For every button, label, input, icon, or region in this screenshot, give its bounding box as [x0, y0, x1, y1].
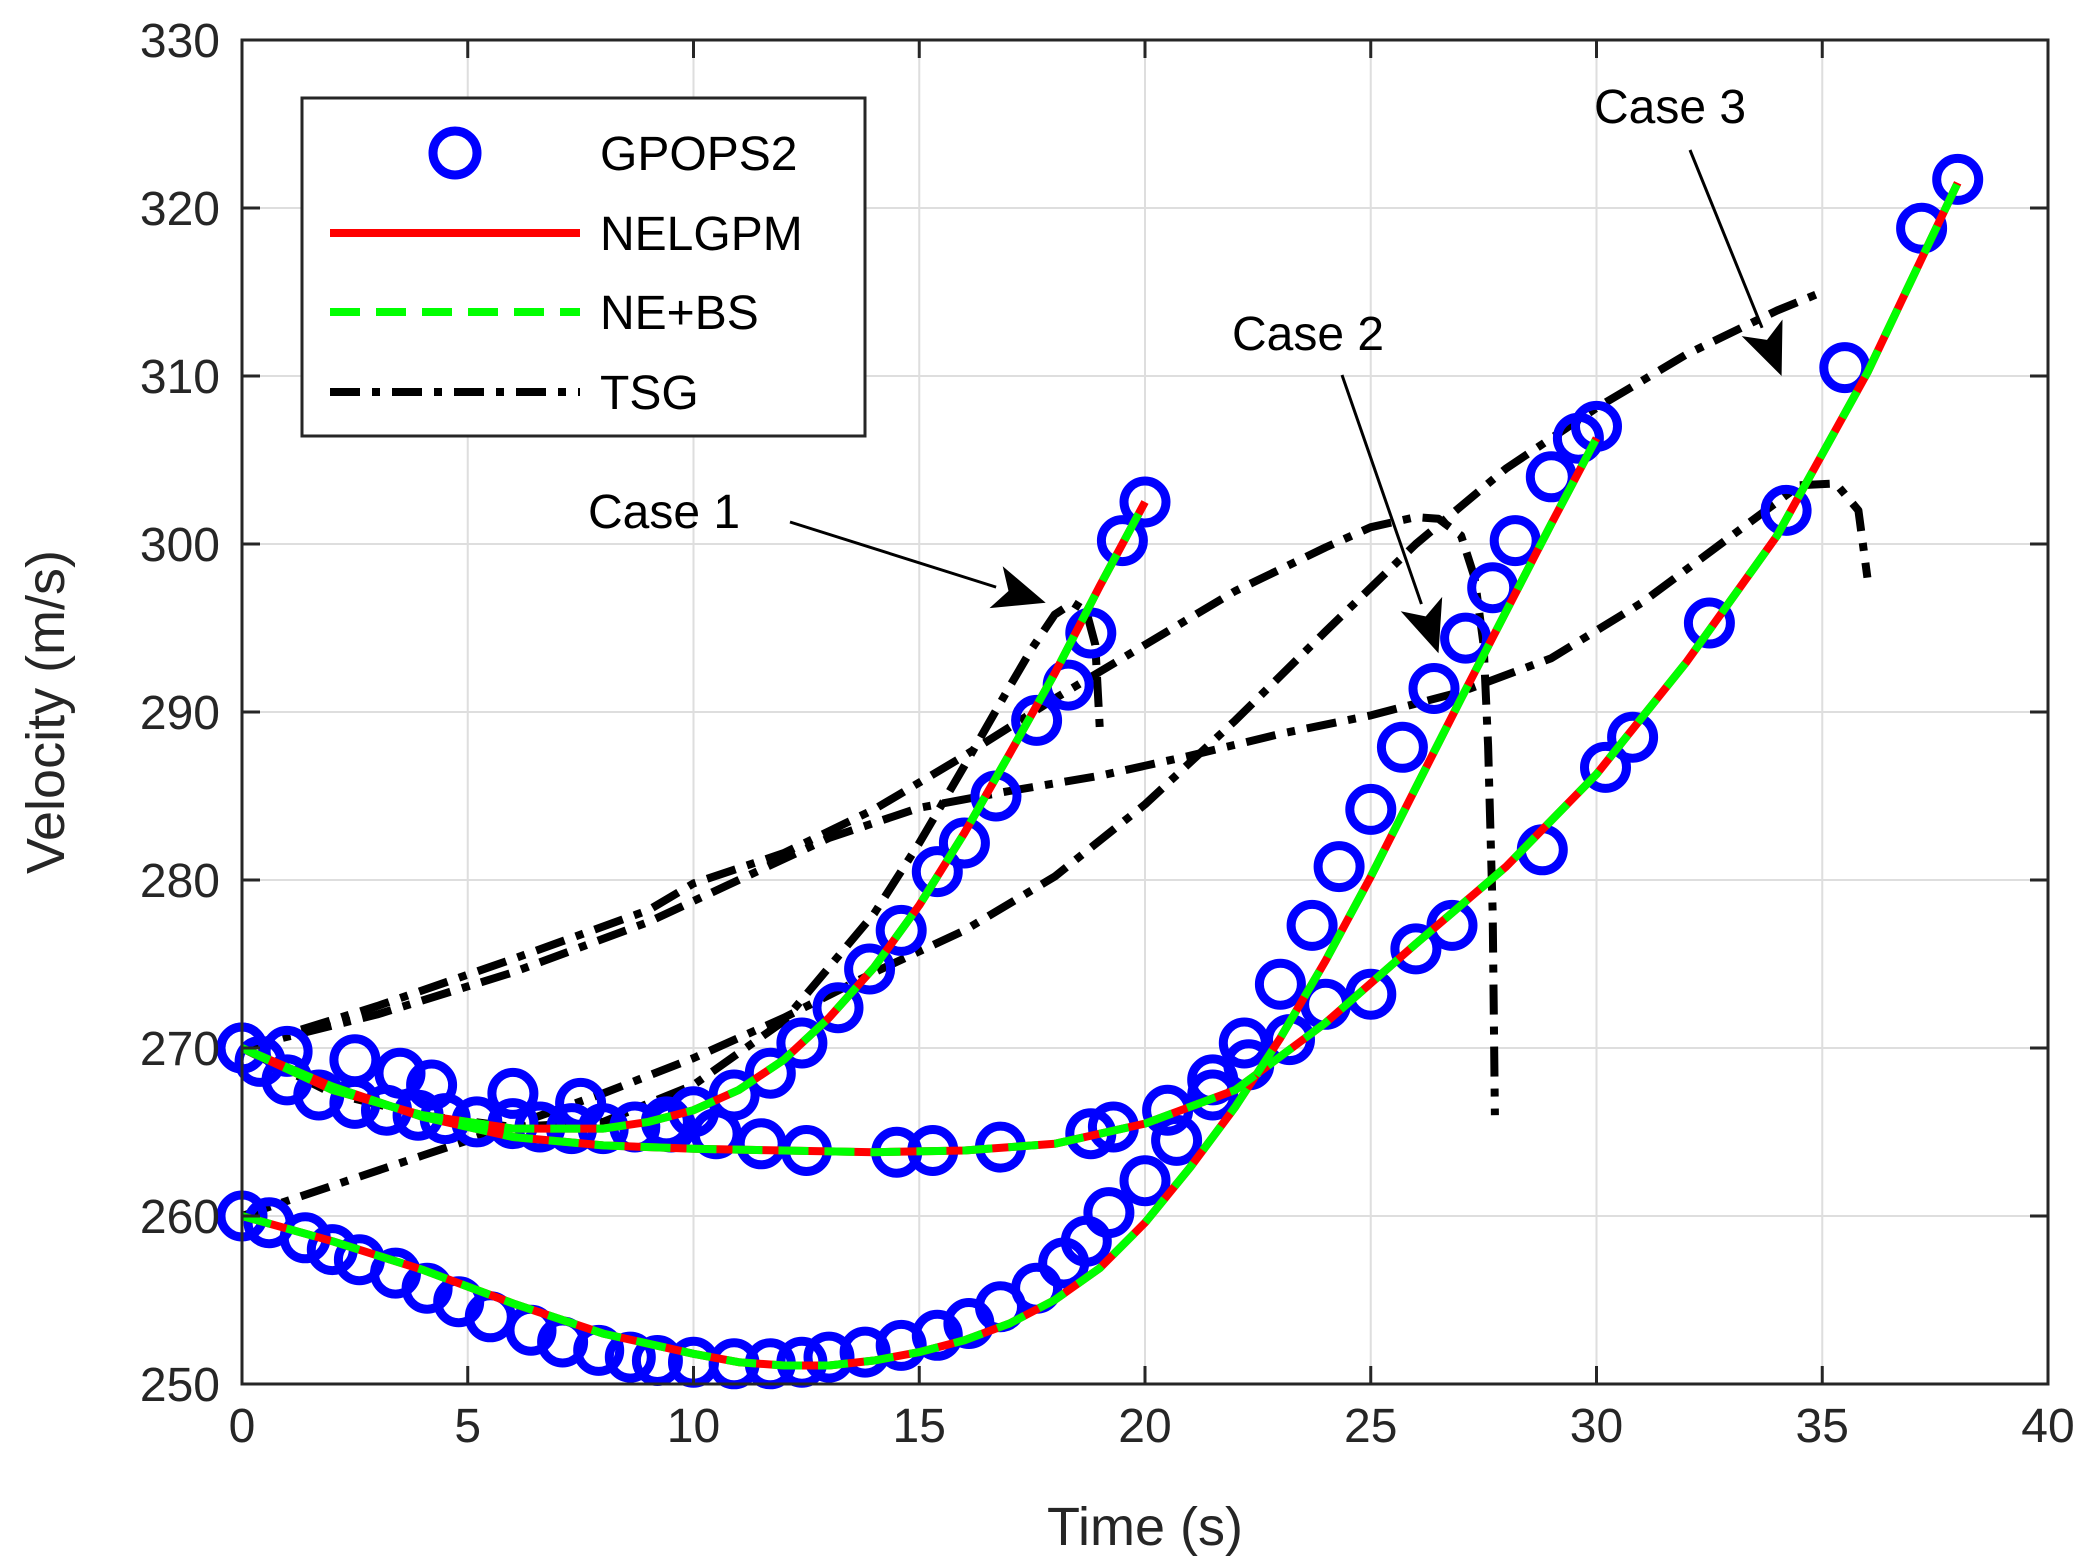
x-axis-title: Time (s) — [1047, 1497, 1243, 1557]
gpops2-marker — [803, 1331, 855, 1383]
nebs-curve-2 — [240, 436, 1601, 1370]
gpops2-marker — [1683, 597, 1735, 649]
axis-ticks: 0 5 10 15 20 25 30 35 40 250 260 270 280 290 300 310 320… — [140, 15, 2075, 1453]
gpops2-marker — [1426, 899, 1478, 951]
y-tick-label: 300 — [140, 519, 220, 572]
gpops2-marker — [1151, 1114, 1203, 1166]
gpops2-marker — [1345, 783, 1397, 835]
gpops2-marker — [1408, 663, 1460, 714]
legend-label-tsg: TSG — [600, 367, 699, 420]
gpops2-marker — [406, 1059, 458, 1111]
gpops2-marker — [1571, 400, 1622, 452]
legend: GPOPS2 NELGPM NE+BS TSG — [300, 96, 867, 438]
gpops2-marker — [487, 1067, 539, 1119]
gpops2-marker — [1607, 711, 1659, 763]
x-tick-label: 35 — [1796, 1400, 1849, 1453]
plot-area — [216, 153, 1984, 1390]
gpops2-marker — [1440, 612, 1492, 664]
annotations: Case 1 Case 2 Case 3 — [588, 81, 1783, 654]
x-tick-label: 5 — [454, 1400, 481, 1453]
gpops2-marker — [1932, 153, 1984, 205]
gpops2-marker — [1187, 1069, 1239, 1121]
gpops2-marker — [1760, 484, 1812, 536]
gpops2-marker — [1896, 202, 1948, 254]
gpops2-marker — [812, 982, 864, 1034]
y-tick-label: 310 — [140, 351, 220, 404]
annotation-label-case-3: Case 3 — [1594, 81, 1746, 134]
annotation-arrowhead-case-3 — [1741, 319, 1783, 376]
annotation-label-case-1: Case 1 — [588, 486, 740, 539]
legend-marker-gpops2 — [428, 126, 482, 180]
legend-label-nebs: NE+BS — [600, 287, 759, 340]
gpops2-marker — [1096, 515, 1148, 567]
legend-label-gpops2: GPOPS2 — [600, 128, 797, 181]
x-tick-label: 30 — [1570, 1400, 1623, 1453]
x-tick-label: 25 — [1344, 1400, 1397, 1453]
annotation-arrow-case-2 — [1340, 374, 1423, 605]
nebs-curve-3 — [240, 181, 1962, 1157]
y-tick-label: 260 — [140, 1191, 220, 1244]
gpops2-marker — [875, 904, 927, 956]
gpops2-marker — [911, 846, 963, 898]
gpops2-marker — [631, 1335, 683, 1386]
gpops2-marker — [1313, 841, 1365, 893]
gpops2-marker — [1083, 1187, 1135, 1239]
gpops2-marker — [1376, 721, 1428, 773]
y-axis-title: Velocity (m/s) — [16, 550, 76, 874]
gpops2-marker — [1119, 476, 1171, 528]
gpops2-marker — [1467, 562, 1519, 614]
legend-box — [300, 96, 867, 438]
x-tick-label: 20 — [1118, 1400, 1171, 1453]
gpops2-marker — [1390, 923, 1442, 975]
gpops2-marker — [839, 1326, 891, 1378]
x-tick-label: 10 — [667, 1400, 720, 1453]
gpops2-marker — [844, 943, 896, 995]
x-tick-label: 15 — [893, 1400, 946, 1453]
x-tick-label: 0 — [229, 1400, 256, 1453]
gpops2-marker — [555, 1077, 607, 1129]
gpops2-marker — [938, 817, 990, 869]
gpops2-marker — [1119, 1155, 1171, 1207]
gpops2-marker — [776, 1017, 828, 1069]
gpops2-marker — [744, 1047, 796, 1099]
gpops2-marker — [374, 1047, 426, 1099]
annotation-arrow-case-3 — [1688, 149, 1764, 329]
gpops2-marker — [1489, 515, 1541, 567]
annotation-label-case-2: Case 2 — [1232, 308, 1384, 361]
gpops2-marker — [911, 1309, 963, 1361]
y-tick-label: 250 — [140, 1359, 220, 1412]
gpops2-marker — [1580, 741, 1631, 793]
tsg-curve-2 — [240, 288, 1824, 1220]
y-tick-label: 320 — [140, 183, 220, 236]
y-tick-label: 290 — [140, 687, 220, 740]
gpops2-marker — [690, 1108, 742, 1160]
x-tick-label: 40 — [2021, 1400, 2074, 1453]
gpops2-marker — [1345, 968, 1397, 1020]
annotation-arrowhead-case-1 — [989, 566, 1046, 609]
annotation-arrowhead-case-2 — [1400, 596, 1443, 654]
gpops2-marker — [329, 1034, 381, 1086]
nebs-curve-1 — [240, 500, 1149, 1133]
gpops2-marker — [1286, 899, 1338, 951]
y-tick-label: 330 — [140, 15, 220, 68]
annotation-arrow-case-1 — [789, 520, 997, 589]
legend-label-nelgpm: NELGPM — [600, 208, 803, 261]
y-tick-label: 270 — [140, 1023, 220, 1076]
gpops2-marker — [1254, 958, 1306, 1010]
y-tick-label: 280 — [140, 855, 220, 908]
